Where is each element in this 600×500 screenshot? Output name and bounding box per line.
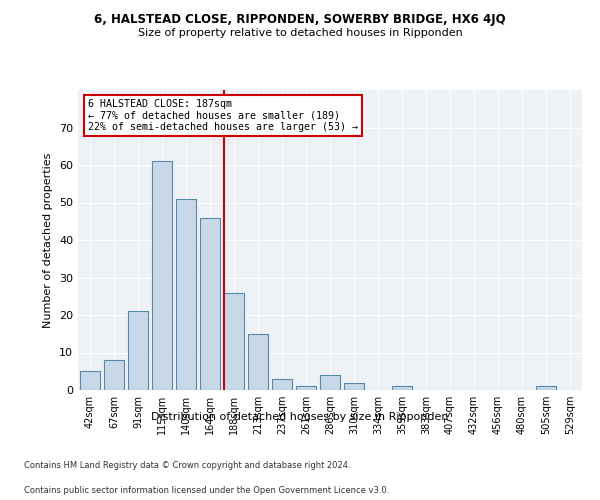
- Text: 6, HALSTEAD CLOSE, RIPPONDEN, SOWERBY BRIDGE, HX6 4JQ: 6, HALSTEAD CLOSE, RIPPONDEN, SOWERBY BR…: [94, 12, 506, 26]
- Bar: [344, 382, 364, 390]
- Bar: [152, 161, 172, 390]
- Bar: [296, 386, 316, 390]
- Text: Contains public sector information licensed under the Open Government Licence v3: Contains public sector information licen…: [24, 486, 389, 495]
- Bar: [128, 311, 148, 390]
- Bar: [248, 334, 268, 390]
- Text: Distribution of detached houses by size in Ripponden: Distribution of detached houses by size …: [151, 412, 449, 422]
- Bar: [272, 379, 292, 390]
- Bar: [320, 375, 340, 390]
- Bar: [176, 198, 196, 390]
- Text: Size of property relative to detached houses in Ripponden: Size of property relative to detached ho…: [137, 28, 463, 38]
- Text: Contains HM Land Registry data © Crown copyright and database right 2024.: Contains HM Land Registry data © Crown c…: [24, 461, 350, 470]
- Bar: [536, 386, 556, 390]
- Bar: [200, 218, 220, 390]
- Bar: [392, 386, 412, 390]
- Bar: [104, 360, 124, 390]
- Y-axis label: Number of detached properties: Number of detached properties: [43, 152, 53, 328]
- Text: 6 HALSTEAD CLOSE: 187sqm
← 77% of detached houses are smaller (189)
22% of semi-: 6 HALSTEAD CLOSE: 187sqm ← 77% of detach…: [88, 99, 358, 132]
- Bar: [80, 371, 100, 390]
- Bar: [224, 292, 244, 390]
